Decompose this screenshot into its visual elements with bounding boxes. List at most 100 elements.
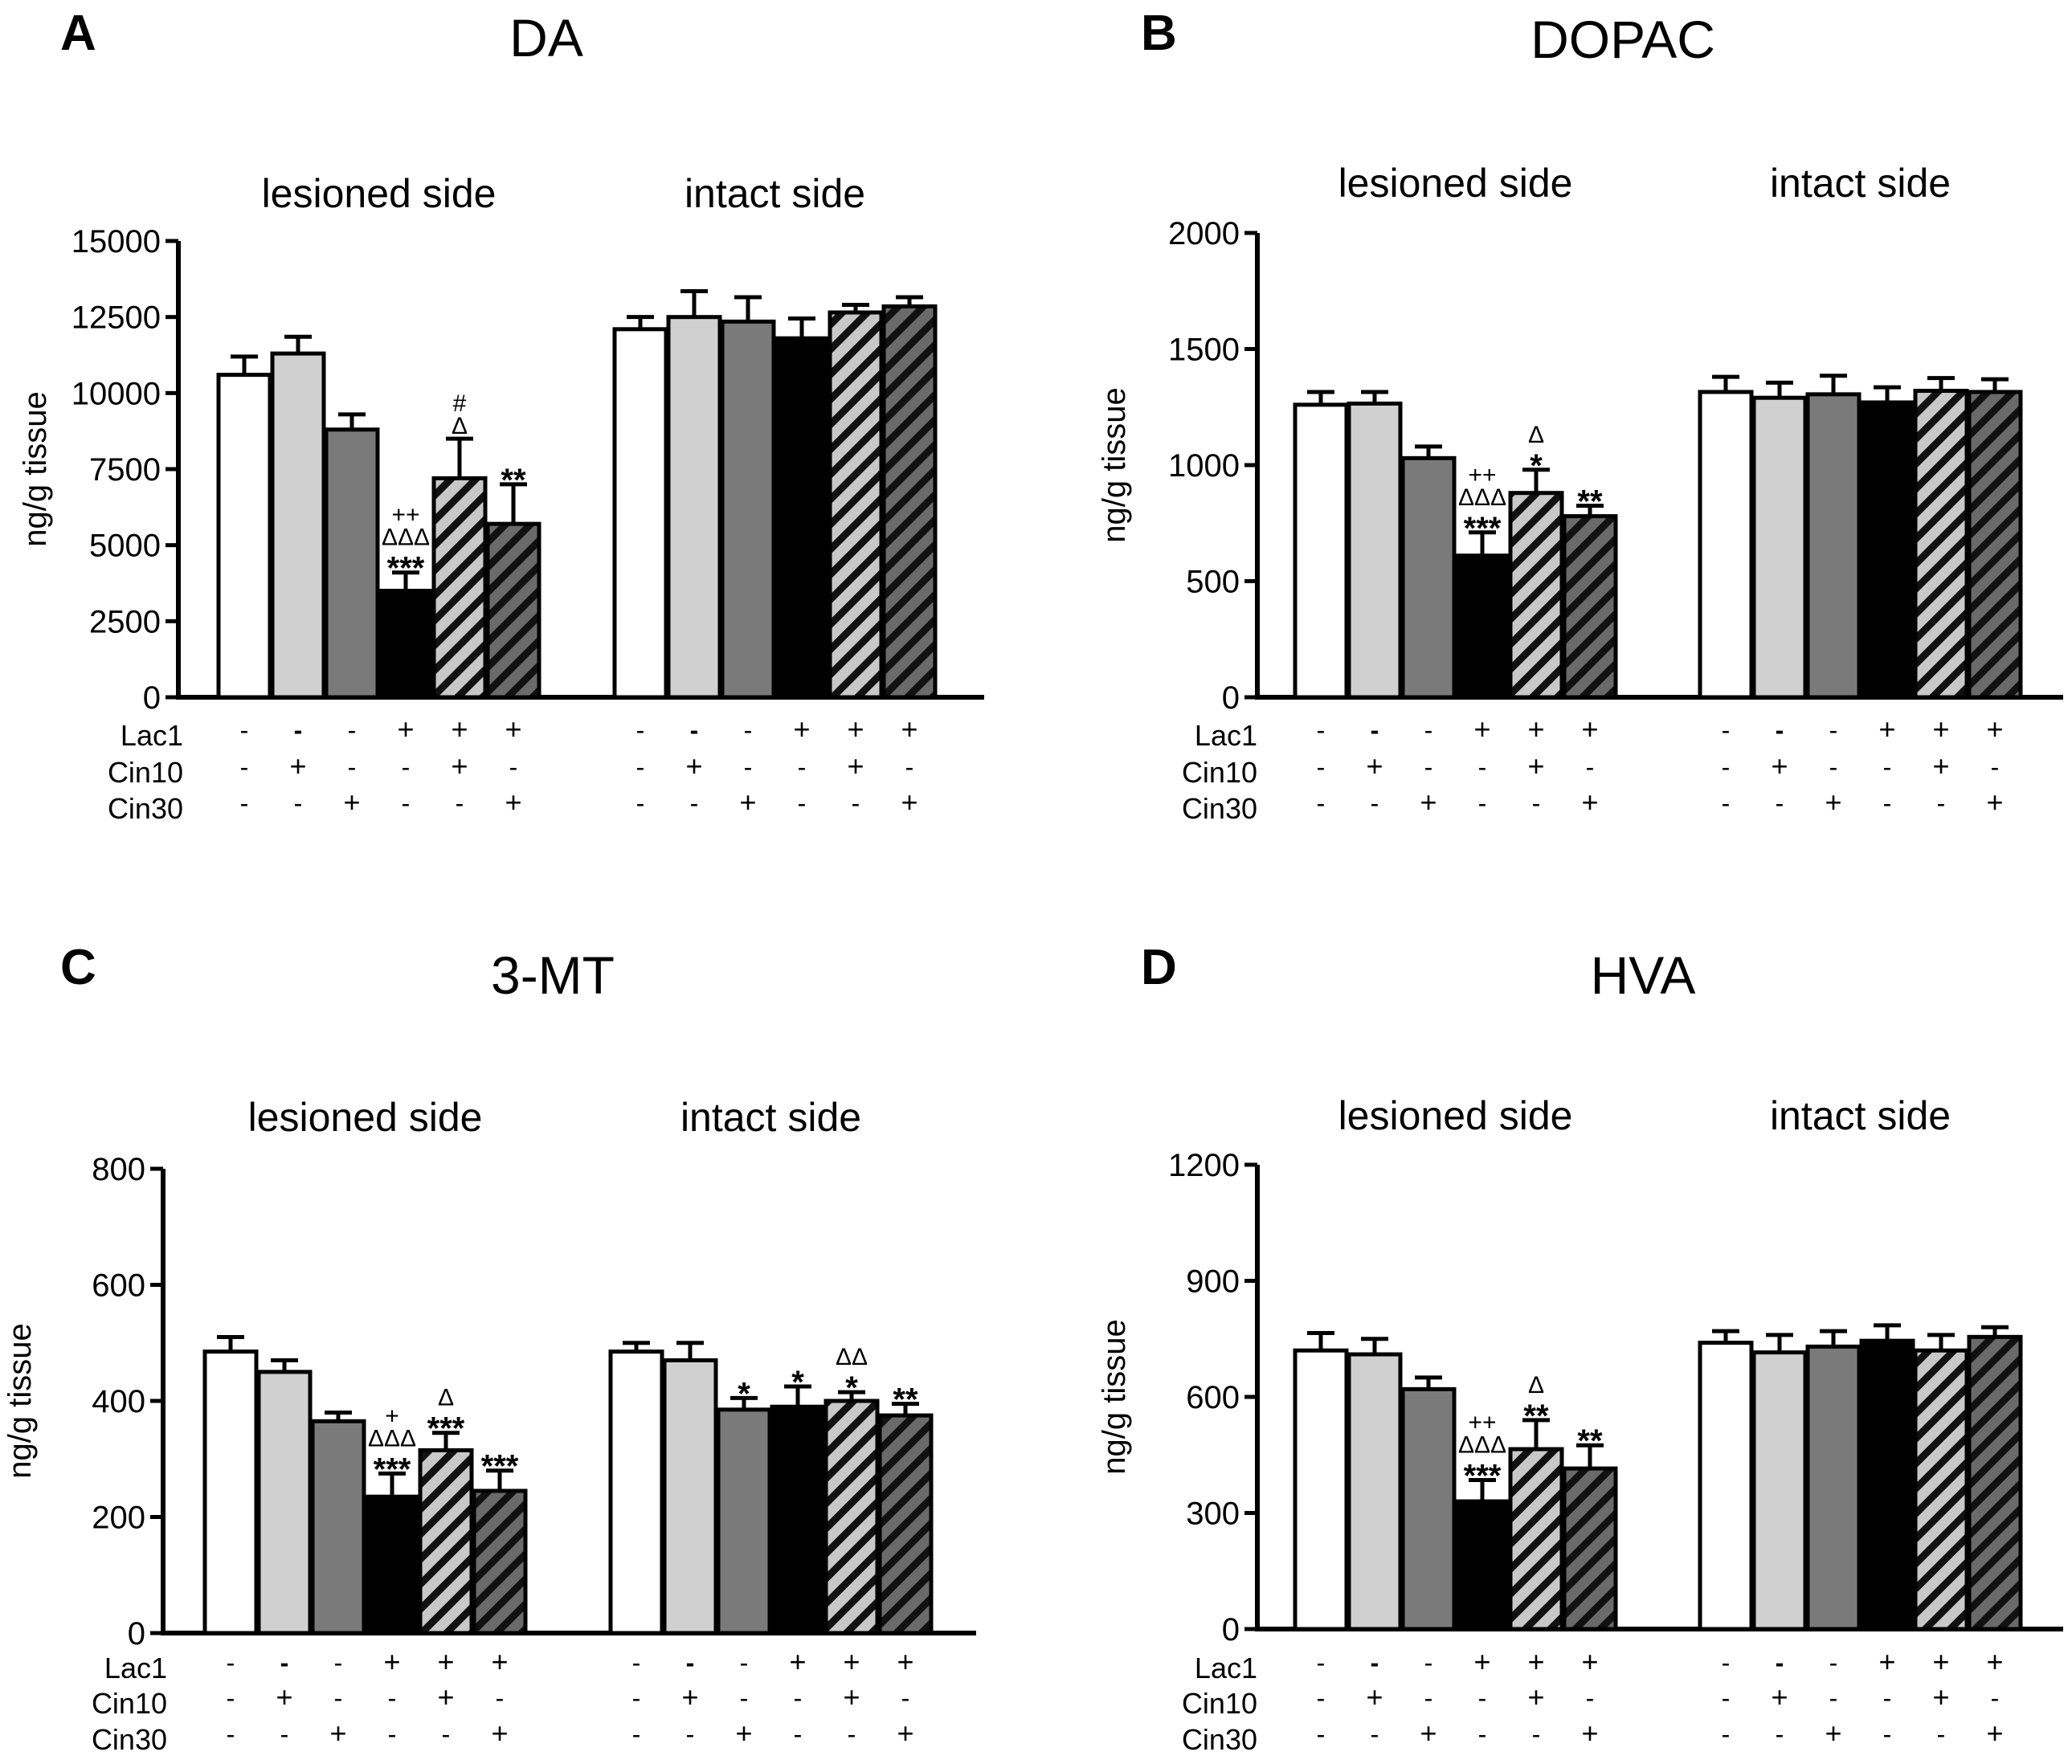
- treatment-mark: -: [852, 789, 860, 818]
- y-tick-label: 2500: [89, 604, 161, 639]
- treatment-mark: -: [1317, 753, 1326, 782]
- treatment-mark: -: [1776, 1648, 1784, 1677]
- panel-letter: C: [60, 940, 96, 995]
- panel-title: HVA: [1591, 945, 1696, 1005]
- treatment-mark: -: [1424, 1684, 1433, 1713]
- bar: [1293, 1348, 1349, 1631]
- treatment-mark: -: [632, 1684, 641, 1713]
- treatment-mark: +: [685, 749, 702, 782]
- bar: [1293, 402, 1349, 700]
- treatment-row-label: Cin30: [1182, 1723, 1257, 1756]
- bar: [472, 1488, 528, 1635]
- y-tick-label: 600: [1186, 1380, 1240, 1415]
- significance-label: ***: [427, 1411, 465, 1447]
- treatment-mark: +: [505, 786, 521, 819]
- treatment-mark: -: [1883, 1720, 1892, 1749]
- treatment-mark: -: [240, 753, 249, 782]
- treatment-mark: +: [1771, 1680, 1788, 1713]
- panel-C: C 3-MT ng/g tissue 0 200 400 600 800 lesioned si…: [2, 940, 976, 1756]
- treatment-row-label: Lac1: [121, 719, 183, 752]
- bar: [1508, 491, 1564, 700]
- treatment-mark: -: [1722, 1720, 1731, 1749]
- bar: [823, 1399, 880, 1635]
- treatment-mark: -: [294, 789, 303, 818]
- treatment-mark: -: [632, 1648, 641, 1677]
- bar: [310, 1419, 366, 1635]
- panel-title: DOPAC: [1531, 10, 1715, 69]
- treatment-mark: -: [402, 789, 411, 818]
- treatment-mark: +: [843, 1645, 860, 1678]
- bar: [612, 327, 668, 700]
- treatment-mark: -: [456, 789, 464, 818]
- significance-label: ++: [1468, 462, 1496, 488]
- treatment-mark: +: [1366, 749, 1383, 782]
- treatment-mark: -: [1532, 789, 1541, 818]
- side-label: lesioned side: [1338, 1093, 1573, 1138]
- treatment-mark: +: [793, 713, 810, 745]
- bar: [1347, 401, 1403, 700]
- treatment-mark: -: [1722, 716, 1731, 745]
- bar: [1508, 1447, 1564, 1631]
- treatment-mark: -: [794, 1684, 803, 1713]
- treatment-mark: -: [798, 753, 807, 782]
- treatment-mark: +: [289, 749, 306, 782]
- y-tick-label: 600: [92, 1268, 145, 1304]
- significance-label: ΔΔΔ: [382, 525, 430, 551]
- bar: [774, 336, 830, 700]
- treatment-mark: +: [1878, 713, 1895, 745]
- treatment-mark: +: [1527, 1645, 1544, 1678]
- treatment-mark: -: [1829, 1648, 1838, 1677]
- bar: [770, 1404, 826, 1635]
- treatment-mark: -: [1991, 753, 2000, 782]
- treatment-mark: +: [437, 1645, 454, 1678]
- treatment-row-label: Cin30: [108, 792, 183, 825]
- treatment-mark: -: [1883, 1684, 1892, 1713]
- y-tick-label: 0: [143, 680, 161, 716]
- treatment-mark: +: [1932, 1645, 1949, 1678]
- bar: [364, 1494, 420, 1635]
- treatment-mark: -: [509, 753, 518, 782]
- treatment-mark: -: [636, 753, 645, 782]
- y-axis-label: ng/g tissue: [18, 391, 53, 546]
- treatment-mark: -: [690, 716, 699, 745]
- treatment-mark: +: [343, 786, 360, 819]
- significance-label: *: [791, 1365, 804, 1400]
- side-label: intact side: [1770, 161, 1951, 206]
- treatment-mark: +: [1420, 1717, 1437, 1750]
- treatment-mark: -: [1991, 1684, 2000, 1713]
- treatment-mark: -: [334, 1684, 343, 1713]
- treatment-mark: -: [690, 789, 699, 818]
- treatment-mark: +: [789, 1645, 806, 1678]
- bar: [270, 351, 326, 700]
- treatment-mark: +: [1527, 1680, 1544, 1713]
- treatment-mark: -: [744, 753, 753, 782]
- treatment-mark: +: [897, 1645, 913, 1678]
- significance-label: #: [453, 390, 467, 417]
- bar: [608, 1350, 664, 1635]
- y-tick-label: 200: [92, 1501, 145, 1536]
- treatment-mark: +: [383, 1645, 400, 1678]
- significance-label: ***: [481, 1449, 519, 1484]
- treatment-mark: +: [451, 713, 468, 745]
- treatment-mark: +: [1932, 749, 1949, 782]
- y-tick-label: 900: [1186, 1264, 1240, 1300]
- treatment-mark: -: [848, 1720, 856, 1749]
- bar: [1454, 1499, 1510, 1631]
- significance-label: ΔΔ: [836, 1344, 868, 1370]
- treatment-mark: +: [1581, 786, 1598, 819]
- significance-label: ++: [391, 502, 419, 529]
- treatment-mark: -: [388, 1684, 397, 1713]
- treatment-mark: -: [442, 1720, 451, 1749]
- significance-label: ***: [1464, 511, 1502, 546]
- treatment-mark: -: [280, 1648, 289, 1677]
- bar: [1967, 390, 2023, 700]
- treatment-mark: +: [451, 749, 468, 782]
- treatment-mark: -: [348, 753, 357, 782]
- treatment-mark: +: [735, 1717, 752, 1750]
- treatment-mark: +: [1986, 713, 2003, 745]
- significance-label: Δ: [1528, 422, 1544, 448]
- treatment-mark: +: [843, 1680, 860, 1713]
- treatment-mark: +: [739, 786, 756, 819]
- bar: [877, 1413, 934, 1635]
